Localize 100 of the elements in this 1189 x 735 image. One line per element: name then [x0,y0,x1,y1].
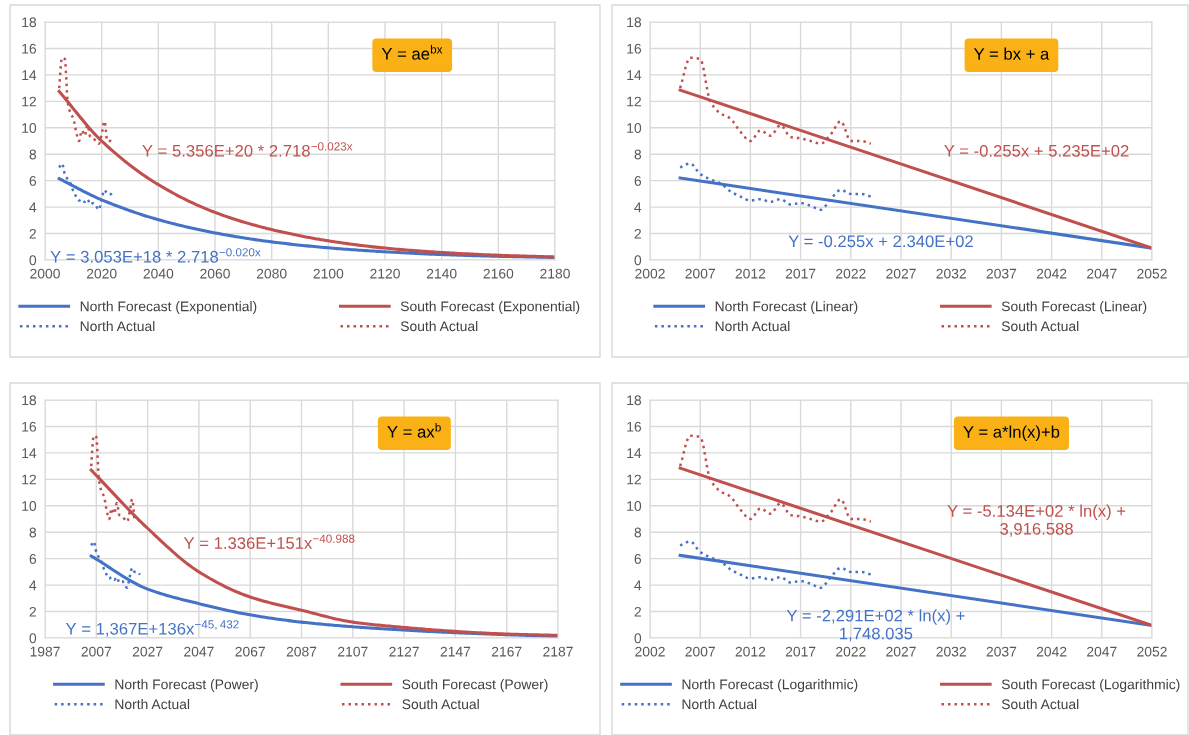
y-tick-label: 2 [634,606,641,617]
legend-label: North Actual [115,698,190,710]
y-tick-label: 6 [634,554,642,564]
y-tick-label: 16 [22,43,37,54]
y-tick-label: 16 [627,43,642,54]
annotation: Y = ax$^{b}$ [387,422,441,438]
y-tick-label: 14 [627,70,642,80]
annotation: Y = 1,367E+136x$^{−45,432}$ [65,620,239,637]
x-tick-label: 2000 [30,268,60,279]
y-tick-label: 12 [627,474,641,485]
x-tick-label: 2027 [886,268,916,279]
x-tick-label: 2080 [256,268,287,279]
legend-label: North Forecast (Power) [115,679,258,692]
y-tick-label: 6 [29,554,37,564]
annotation: Y = -0.255x + 2.340E+02 [788,235,973,248]
x-tick-label: 2017 [785,646,816,657]
y-tick-label: 0 [634,633,642,644]
x-tick-label: 2127 [389,646,419,657]
x-tick-label: 2042 [1036,646,1067,657]
y-tick-label: 12 [627,96,641,107]
x-tick-label: 2027 [886,646,916,657]
y-tick-label: 4 [634,580,642,591]
x-tick-label: 1987 [30,646,60,657]
y-tick-label: 8 [29,149,37,160]
y-tick-label: 8 [634,149,642,160]
x-tick-label: 2032 [936,268,966,279]
x-tick-label: 2002 [635,646,665,657]
x-tick-label: 2022 [836,268,866,279]
x-tick-label: 2027 [132,646,163,657]
y-tick-label: 4 [29,580,37,591]
y-tick-label: 16 [627,421,642,432]
x-tick-label: 2060 [200,268,230,279]
y-tick-label: 2 [29,606,36,617]
annotation: Y = ae$^{bx}$ [381,44,443,60]
x-tick-label: 2052 [1137,268,1167,279]
legend-label: South Forecast (Linear) [1001,301,1147,314]
x-tick-label: 2047 [184,646,214,657]
x-tick-label: 2087 [286,646,317,657]
legend-label: North Actual [715,320,790,332]
x-tick-label: 2012 [735,268,766,279]
annotation: Y = 3.053E+18 * 2.718$^{−0.020x}$ [50,248,261,263]
annotation: Y = 5.356E+20 * 2.718$^{−0.023x}$ [142,142,353,157]
y-tick-label: 2 [634,228,641,239]
y-tick-label: 0 [29,255,37,266]
x-tick-label: 2020 [86,268,117,279]
y-tick-label: 8 [634,527,642,538]
x-tick-label: 2047 [1087,646,1117,657]
annotation: Y = -0.255x + 5.235E+02 [944,144,1129,157]
x-tick-label: 2140 [426,268,457,279]
y-tick-label: 14 [22,70,37,80]
x-tick-label: 2022 [836,646,866,657]
legend-label: North Actual [682,698,757,710]
legend-label: North Forecast (Exponential) [80,301,257,315]
legend-label: South Forecast (Power) [402,679,548,692]
x-tick-label: 2167 [491,646,522,657]
x-tick-label: 2052 [1137,646,1167,657]
annotation: Y = -5.134E+02 * ln(x) + 3,916.588 [947,504,1126,537]
x-tick-label: 2187 [543,646,573,657]
x-tick-label: 2067 [235,646,265,657]
x-tick-label: 2042 [1036,268,1067,279]
annotation: Y = a*ln(x)+b [963,425,1060,442]
y-tick-label: 6 [634,176,642,186]
y-tick-label: 14 [22,448,37,458]
y-tick-label: 8 [29,527,37,538]
x-tick-label: 2037 [986,268,1017,279]
x-tick-label: 2007 [81,646,112,657]
legend-label: South Forecast (Exponential) [400,301,580,315]
x-tick-label: 2180 [540,268,570,279]
y-tick-label: 18 [627,395,642,406]
annotation: Y = bx + a [973,47,1050,60]
legend-label: South Actual [402,698,479,710]
legend-label: South Forecast (Logarithmic) [1001,679,1180,693]
legend-label: North Forecast (Logarithmic) [682,679,858,693]
y-tick-label: 18 [22,17,37,28]
legend-label: South Actual [1001,698,1079,710]
annotation: Y = -2,291E+02 * ln(x) + 1,748.035 [786,609,965,642]
y-tick-label: 6 [29,176,37,186]
x-tick-label: 2002 [635,268,665,279]
y-tick-label: 12 [22,474,36,485]
x-tick-label: 2017 [785,268,816,279]
y-tick-label: 10 [627,501,642,511]
x-tick-label: 2032 [936,646,966,657]
x-tick-label: 2107 [338,646,368,657]
x-tick-label: 2147 [440,646,471,657]
y-tick-label: 0 [29,633,37,644]
y-tick-label: 18 [22,395,37,406]
y-tick-label: 0 [634,255,642,266]
y-tick-label: 4 [29,202,37,213]
y-tick-label: 12 [22,96,36,107]
x-tick-label: 2007 [685,646,715,657]
y-tick-label: 10 [22,123,37,133]
y-tick-label: 2 [29,228,36,239]
y-tick-label: 14 [627,448,642,458]
y-tick-label: 4 [634,202,642,213]
x-tick-label: 2037 [986,646,1017,657]
y-tick-label: 16 [22,421,37,432]
y-tick-label: 10 [627,123,642,133]
x-tick-label: 2120 [370,268,400,279]
y-tick-label: 18 [627,17,642,28]
x-tick-label: 2100 [313,268,344,279]
